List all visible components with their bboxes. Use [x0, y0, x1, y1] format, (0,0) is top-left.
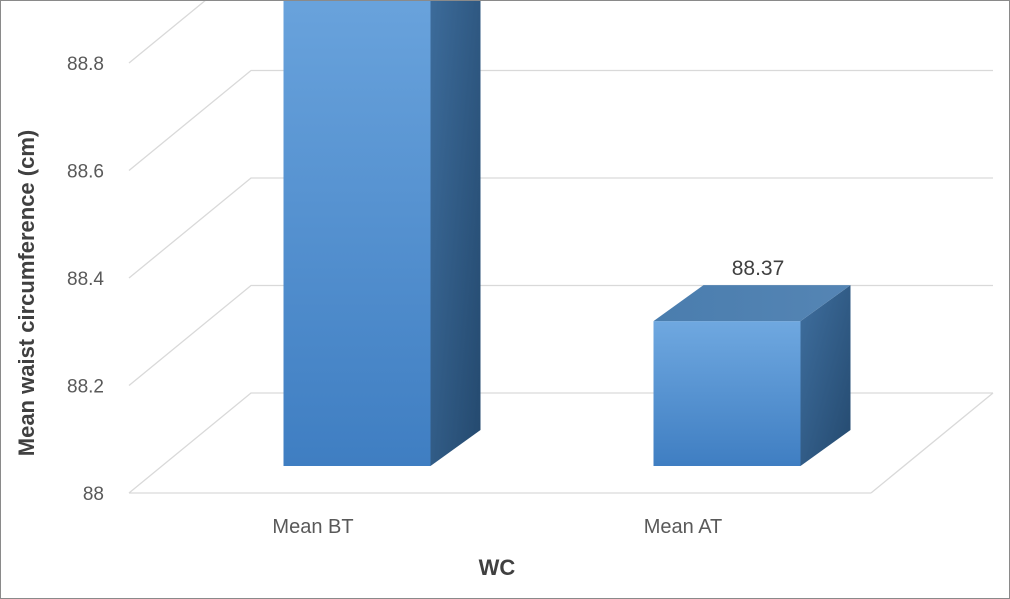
bar-front — [283, 1, 431, 466]
bar-side — [430, 1, 481, 466]
floor-side-edge — [870, 392, 994, 494]
bar: 89.1 — [283, 1, 481, 466]
y-tick-label: 88.8 — [67, 54, 104, 75]
x-axis-title: WC — [479, 555, 516, 580]
data-label: 88.37 — [732, 257, 785, 280]
bar-side — [800, 285, 851, 466]
x-category-label: Mean AT — [644, 516, 723, 538]
gridline — [128, 1, 206, 64]
y-tick-label: 88.6 — [67, 162, 104, 183]
gridline — [128, 177, 993, 279]
bars: 89.1 88.37 — [283, 1, 851, 466]
bar-top — [653, 285, 851, 322]
bar: 88.37 — [653, 257, 851, 466]
bar-front — [653, 321, 801, 466]
y-tick-label: 88.4 — [67, 269, 104, 290]
y-tick-label: 88 — [83, 484, 104, 505]
x-axis-categories: Mean BT Mean AT — [272, 516, 722, 538]
gridline — [128, 69, 993, 172]
y-axis-title: Mean waist circumference (cm) — [14, 130, 39, 456]
x-category-label: Mean BT — [272, 516, 353, 538]
gridlines — [128, 1, 994, 494]
gridline — [128, 392, 993, 494]
gridline — [128, 284, 993, 387]
y-tick-label: 88.2 — [67, 377, 104, 398]
